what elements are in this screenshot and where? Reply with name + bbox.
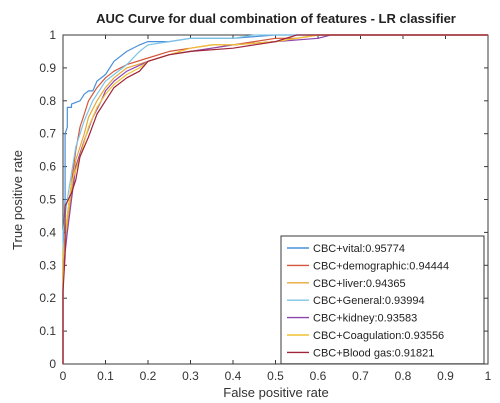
legend-label: CBC+Coagulation:0.93556 [313,330,444,342]
x-tick-label: 0.7 [352,369,369,383]
series-line-2 [62,34,488,364]
y-tick-label: 0.3 [39,258,56,272]
legend-label: CBC+demographic:0.94444 [313,260,449,272]
y-tick-label: 0.8 [39,94,56,108]
legend: CBC+vital:0.95774 CBC+demographic:0.94444… [280,235,485,365]
y-tick-label: 0.7 [39,127,56,141]
series-line-7 [62,34,488,364]
legend-label: CBC+kidney:0.93583 [313,313,417,325]
y-tick-label: 0.5 [39,193,56,207]
x-tick-label: 0 [60,369,67,383]
y-tick-label: 0 [49,357,56,371]
legend-label: CBC+Blood gas:0.91821 [313,347,434,359]
series-line-4 [62,34,488,364]
legend-box [280,235,485,365]
x-tick-label: 0.1 [97,369,114,383]
chart-title: AUC Curve for dual combination of featur… [96,11,456,26]
legend-label: CBC+liver:0.94365 [313,278,406,290]
x-tick-label: 1 [485,369,492,383]
legend-label: CBC+vital:0.95774 [313,243,405,255]
y-axis-label: True positive rate [10,150,25,250]
x-tick-label: 0.5 [267,369,284,383]
y-tick-label: 0.2 [39,291,56,305]
x-tick-label: 0.2 [140,369,157,383]
y-tick-label: 0.4 [39,225,56,239]
x-tick-label: 0.6 [310,369,327,383]
x-tick-label: 0.8 [395,369,412,383]
x-tick-label: 0.4 [225,369,242,383]
y-tick-label: 1 [49,28,56,42]
legend-label: CBC+General:0.93994 [313,295,425,307]
series-lines [62,34,488,364]
x-tick-label: 0.9 [437,369,454,383]
y-tick-label: 0.9 [39,61,56,75]
axis-ticks: 0 0.1 0.2 0.3 0.4 0.5 0.6 0.7 0.8 0.9 1 0 0.1 0.2 0.3 0… [39,28,491,383]
x-tick-label: 0.3 [182,369,199,383]
x-axis-label: False positive rate [223,385,329,400]
y-tick-label: 0.6 [39,160,56,174]
y-tick-label: 0.1 [39,324,56,338]
